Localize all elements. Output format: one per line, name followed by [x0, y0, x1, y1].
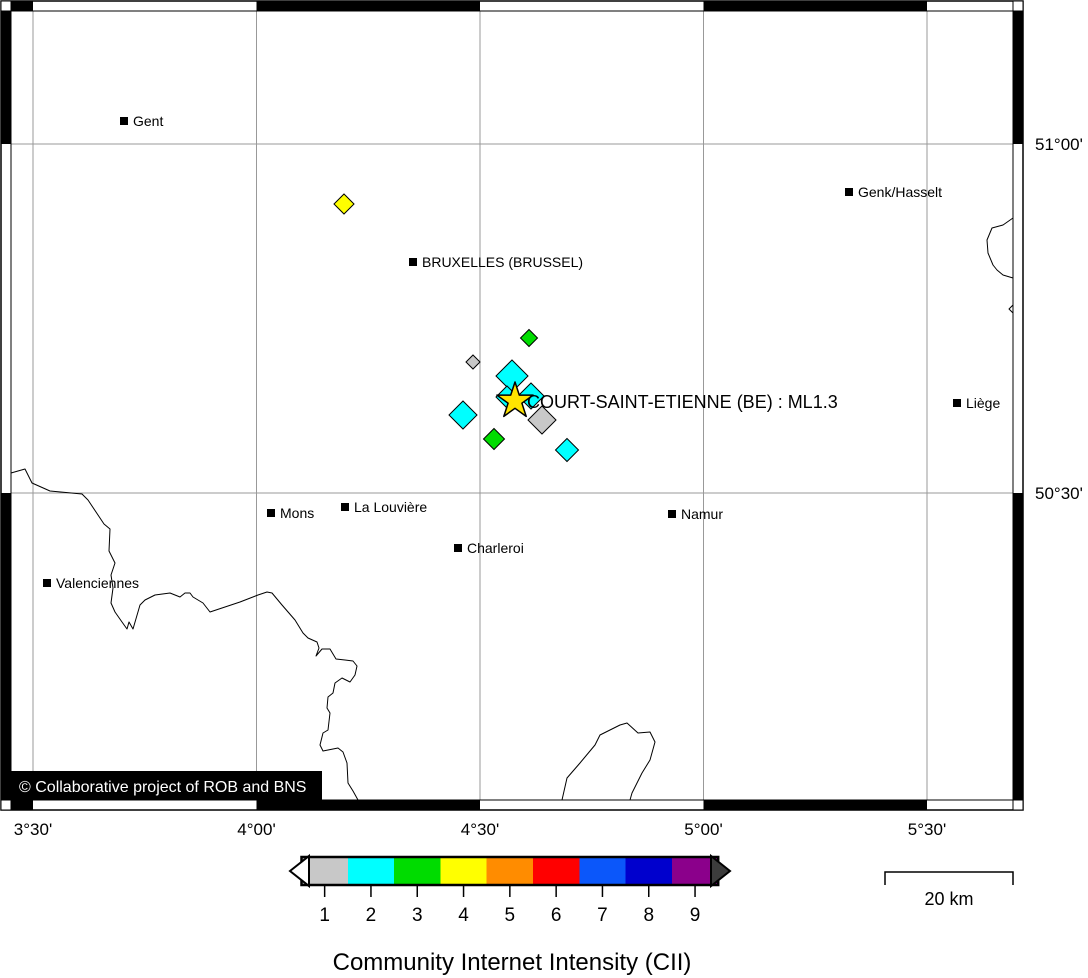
frame-band — [1, 1, 1023, 11]
axis-layer: 3°30' 4°00' 4°30' 5°00' 5°30' 51°00' 50°30' — [14, 135, 1083, 839]
legend-cell — [625, 857, 672, 885]
city-label: Mons — [280, 505, 314, 521]
scale-bar-label: 20 km — [924, 889, 973, 909]
lon-axis-label: 4°30' — [461, 820, 499, 839]
observations-layer — [333, 193, 580, 463]
legend-value-label: 5 — [505, 905, 516, 926]
legend-value-label: 8 — [643, 905, 654, 926]
frame-corner-square — [1012, 0, 1024, 12]
frame-band — [11, 800, 33, 810]
city-layer: Gent Genk/Hasselt BRUXELLES (BRUSSEL) Liège… — [43, 113, 1000, 591]
frame-inner-edge — [10, 10, 1014, 801]
frame-band — [256, 800, 480, 810]
lat-axis-label: 51°00' — [1035, 135, 1083, 154]
legend-value-label: 9 — [690, 905, 701, 926]
epicenter-label: COURT-SAINT-ETIENNE (BE) : ML1.3 — [527, 392, 838, 412]
country-border-east — [986, 217, 1014, 279]
city-marker-icon — [953, 399, 961, 407]
frame-corner-square — [1012, 799, 1024, 811]
legend-value-label: 6 — [551, 905, 562, 926]
city-marker-icon — [454, 544, 462, 552]
lon-axis-label: 5°30' — [908, 820, 946, 839]
frame-band — [703, 800, 927, 810]
legend-cell — [579, 857, 626, 885]
cii-observation-diamond — [465, 354, 481, 370]
cii-observation-diamond — [333, 193, 355, 215]
frame-band — [1, 493, 11, 800]
city-label: Gent — [133, 113, 163, 129]
city-marker-icon — [341, 503, 349, 511]
legend-left-arrow-icon — [288, 853, 310, 889]
legend-value-label: 3 — [412, 905, 423, 926]
city-label: BRUXELLES (BRUSSEL) — [422, 254, 583, 270]
frame-band — [11, 1, 33, 11]
city-label: La Louvière — [354, 499, 427, 515]
legend-right-arrow-icon — [710, 853, 732, 889]
city-label: Namur — [681, 506, 723, 522]
legend-value-label: 4 — [458, 905, 469, 926]
legend-cell — [486, 857, 533, 885]
lon-axis-label: 4°00' — [237, 820, 275, 839]
city-label: Genk/Hasselt — [858, 184, 942, 200]
frame-band — [256, 1, 480, 11]
border-layer — [10, 217, 1014, 801]
legend-value-label: 2 — [366, 905, 377, 926]
lat-axis-label: 50°30' — [1035, 484, 1083, 503]
grid-layer — [11, 11, 1013, 800]
frame-band — [1, 800, 1023, 810]
frame-band — [703, 1, 927, 11]
frame-band — [1013, 11, 1023, 144]
country-border-east-notch — [1008, 304, 1014, 314]
frame-band — [1013, 493, 1023, 800]
cii-legend: 1 2 3 4 5 6 7 8 9 — [301, 857, 719, 926]
city-marker-icon — [43, 579, 51, 587]
frame-band — [1013, 1, 1023, 810]
cii-observation-diamond — [554, 437, 580, 463]
frame-corner-square — [0, 799, 12, 811]
city-marker-icon — [845, 188, 853, 196]
legend-value-label: 1 — [319, 905, 330, 926]
frame-corner-square — [0, 0, 12, 12]
scale-bar — [884, 871, 1014, 885]
map-frame — [0, 0, 1024, 811]
cii-observation-diamond — [519, 328, 539, 348]
city-marker-icon — [267, 509, 275, 517]
legend-title: Community Internet Intensity (CII) — [333, 949, 692, 976]
city-label: Valenciennes — [56, 575, 139, 591]
copyright-bar — [11, 771, 322, 800]
lon-axis-label: 5°00' — [684, 820, 722, 839]
lon-axis-label: 3°30' — [14, 820, 52, 839]
cii-observation-diamond — [495, 359, 529, 393]
copyright-text: © Collaborative project of ROB and BNS — [19, 779, 306, 796]
legend-cell — [440, 857, 487, 885]
country-border-salient — [561, 722, 656, 801]
cii-observation-diamond — [482, 427, 506, 451]
city-label: Liège — [966, 395, 1000, 411]
city-marker-icon — [120, 117, 128, 125]
legend-cell — [533, 857, 580, 885]
cii-observation-diamond — [527, 405, 557, 435]
cii-observation-diamond — [448, 400, 478, 430]
legend-cell — [394, 857, 441, 885]
frame-outer-edge — [0, 0, 1024, 811]
city-label: Charleroi — [467, 540, 524, 556]
country-border-path — [10, 468, 359, 801]
legend-cell — [347, 857, 395, 885]
legend-value-label: 7 — [597, 905, 608, 926]
city-marker-icon — [409, 258, 417, 266]
epicenter-star-icon — [496, 381, 534, 418]
frame-band — [1, 1, 11, 810]
frame-band — [1, 11, 11, 144]
city-marker-icon — [668, 510, 676, 518]
